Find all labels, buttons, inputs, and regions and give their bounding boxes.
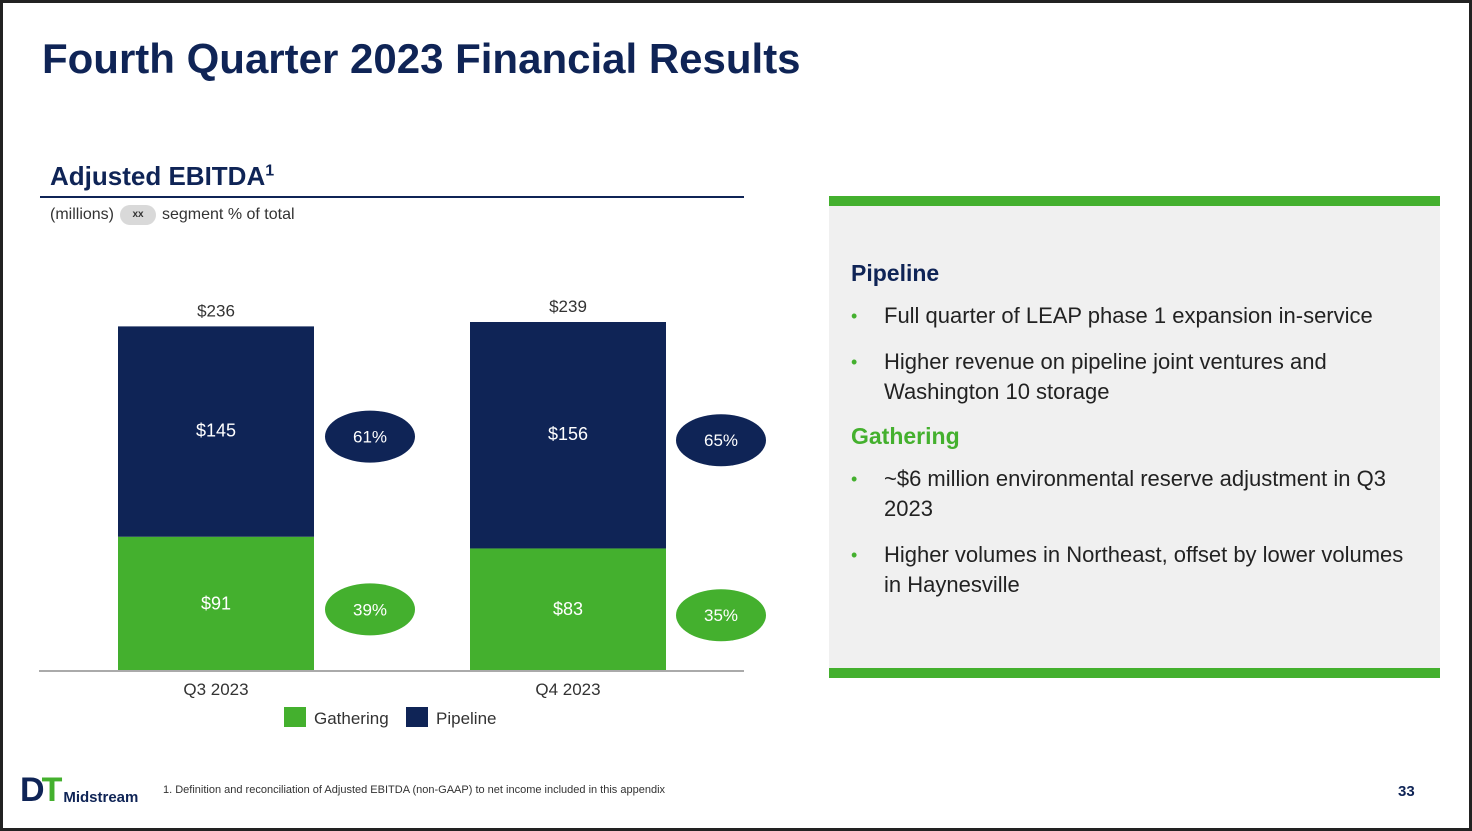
bullet-icon: • <box>851 352 858 372</box>
share-pill-label: 61% <box>353 428 387 447</box>
bar-total-label: $236 <box>197 301 235 320</box>
logo-wordmark: Midstream <box>63 789 139 806</box>
bullet-icon: • <box>851 306 858 326</box>
bar-value-label: $156 <box>548 424 588 444</box>
bar-segment-pipeline <box>470 322 666 549</box>
pipeline-bullet: • Full quarter of LEAP phase 1 expansion … <box>851 301 1426 331</box>
commentary-panel: Pipeline • Full quarter of LEAP phase 1 e… <box>829 196 1440 678</box>
bar-value-label: $145 <box>196 421 236 441</box>
heading-divider <box>40 196 744 198</box>
ebitda-chart: $91 39% $145 61% $236 Q3 2023 $83 35% $156 65% $23… <box>39 297 766 728</box>
share-pill <box>325 583 415 636</box>
footnote-marker: 1 <box>265 162 275 180</box>
gathering-bullet: • ~$6 million environmental reserve adjus… <box>851 464 1426 524</box>
share-pill-label: 39% <box>353 600 387 619</box>
bullet-text: ~$6 million environmental reserve adjust… <box>884 466 1386 521</box>
panel-top-bar <box>829 196 1440 206</box>
bar-total-label: $239 <box>549 297 587 316</box>
bullet-icon: • <box>851 545 858 565</box>
bullet-icon: • <box>851 469 858 489</box>
page-number: 33 <box>1398 783 1415 800</box>
bullet-text: Higher revenue on pipeline joint venture… <box>884 349 1327 404</box>
share-pill-label: 65% <box>704 431 738 450</box>
pipeline-heading: Pipeline <box>851 260 940 286</box>
gathering-bullet: • Higher volumes in Northeast, offset by … <box>851 540 1426 600</box>
share-pill <box>676 589 766 642</box>
legend-label: Gathering <box>314 709 389 728</box>
bullet-text: Full quarter of LEAP phase 1 expansion i… <box>884 303 1373 328</box>
pipeline-bullet: • Higher revenue on pipeline joint ventur… <box>851 347 1426 407</box>
page-title: Fourth Quarter 2023 Financial Results <box>42 35 801 82</box>
legend-swatch-gathering <box>284 707 306 727</box>
chart-heading-text: Adjusted EBITDA <box>50 161 266 191</box>
gathering-heading: Gathering <box>851 423 960 449</box>
chart-heading: Adjusted EBITDA1 <box>50 161 274 192</box>
bar-segment-gathering <box>470 548 666 670</box>
logo-letter-d: D <box>20 771 45 809</box>
bar-value-label: $83 <box>553 599 583 619</box>
legend-label: Pipeline <box>436 709 497 728</box>
segment-pill-key: xx <box>120 205 156 225</box>
panel-bottom-bar <box>829 668 1440 678</box>
logo-letter-t: T <box>41 771 63 809</box>
logo-mark: DT <box>20 771 63 809</box>
bar-segment-gathering <box>118 536 314 670</box>
bullet-text: Higher volumes in Northeast, offset by l… <box>884 542 1404 597</box>
x-tick-label: Q3 2023 <box>183 680 248 699</box>
legend-swatch-pipeline <box>406 707 428 727</box>
share-pill <box>325 410 415 463</box>
segment-pill-note: segment % of total <box>162 206 295 223</box>
panel-content: Pipeline • Full quarter of LEAP phase 1 e… <box>851 260 1426 616</box>
units-text: (millions) <box>50 206 114 223</box>
share-pill <box>676 414 766 467</box>
bar-segment-pipeline <box>118 326 314 537</box>
dt-midstream-logo: DT Midstream <box>20 773 138 807</box>
bar-value-label: $91 <box>201 593 231 613</box>
units-note: (millions) xx segment % of total <box>50 205 295 225</box>
share-pill-label: 35% <box>704 606 738 625</box>
x-tick-label: Q4 2023 <box>535 680 600 699</box>
footnote: 1. Definition and reconciliation of Adju… <box>163 784 666 796</box>
